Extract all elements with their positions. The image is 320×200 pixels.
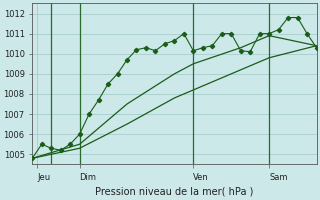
X-axis label: Pression niveau de la mer( hPa ): Pression niveau de la mer( hPa )	[95, 187, 253, 197]
